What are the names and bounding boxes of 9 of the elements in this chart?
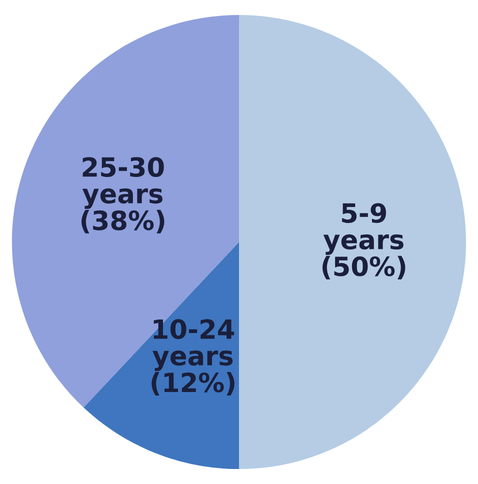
slice-label: 5-9 years [323,203,404,255]
slice-label: 10-24 years [152,319,234,371]
data-label: (38%) [82,210,164,234]
data-label: (50%) [322,256,406,280]
pie-slice [239,14,466,470]
pie-slice [12,14,239,408]
pie-slice [84,242,239,470]
slice-label: 25-30 years [82,157,164,209]
data-label: (12%) [152,372,234,396]
